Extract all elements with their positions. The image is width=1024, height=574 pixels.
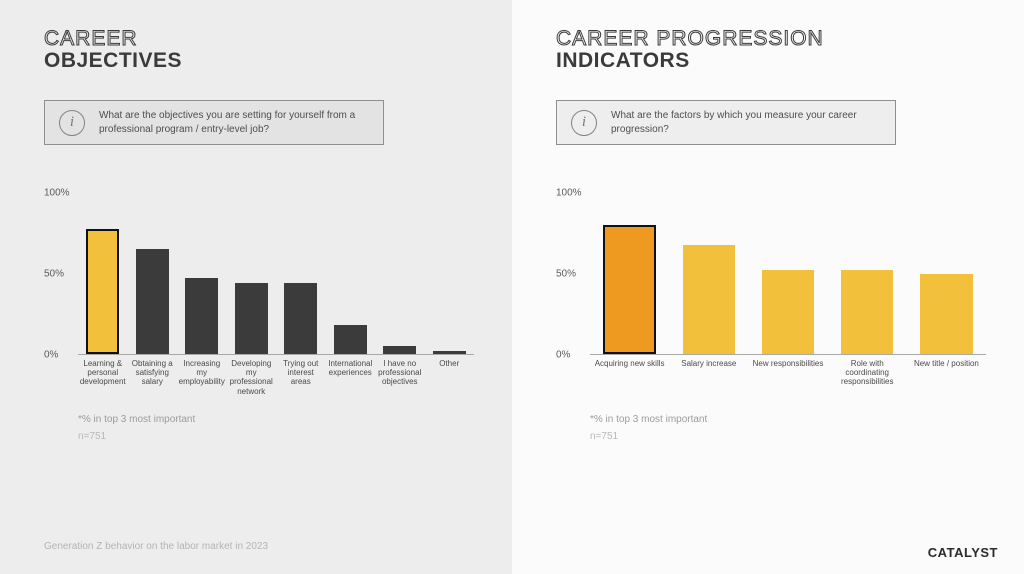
x-label: Trying out interest areas (276, 359, 326, 396)
panel-career-progression: CAREER PROGRESSION INDICATORS i What are… (512, 0, 1024, 574)
ncount-right: n=751 (590, 431, 988, 442)
x-label: Role with coordinating responsibilities (828, 359, 907, 387)
bar (136, 249, 169, 354)
x-label: Learning & personal development (78, 359, 128, 396)
title-line1-right: CAREER PROGRESSION (556, 28, 988, 50)
bar-slot (907, 193, 986, 354)
chart-right: 0% 50% 100% Acquiring new skillsSalary incr… (556, 185, 986, 400)
bar (920, 274, 972, 355)
footnote-right: *% in top 3 most important (590, 414, 988, 425)
x-label: I have no professional objectives (375, 359, 425, 396)
page: CAREER OBJECTIVES i What are the objecti… (0, 0, 1024, 574)
x-label: Increasing my employability (177, 359, 227, 396)
question-text-right: What are the factors by which you measur… (611, 109, 881, 136)
x-label: Other (425, 359, 475, 396)
y-tick-label: 0% (44, 350, 58, 361)
title-line2-right: INDICATORS (556, 50, 988, 72)
x-label: International experiences (326, 359, 376, 396)
title-line1-left: CAREER (44, 28, 476, 50)
info-icon: i (571, 110, 597, 136)
x-label: Obtaining a satisfying salary (128, 359, 178, 396)
bar-slot (177, 193, 227, 354)
x-labels-row: Acquiring new skillsSalary increaseNew r… (590, 359, 986, 387)
x-label: New responsibilities (748, 359, 827, 387)
bars-row (590, 193, 986, 354)
question-text-left: What are the objectives you are setting … (99, 109, 369, 136)
panel-career-objectives: CAREER OBJECTIVES i What are the objecti… (0, 0, 512, 574)
info-icon: i (59, 110, 85, 136)
title-line2-left: OBJECTIVES (44, 50, 476, 72)
bars-row (78, 193, 474, 354)
ncount-left: n=751 (78, 431, 476, 442)
plot-area (590, 193, 986, 355)
bar-slot (276, 193, 326, 354)
plot-area (78, 193, 474, 355)
bar (334, 325, 367, 354)
y-tick-label: 100% (556, 188, 582, 199)
bar-slot (828, 193, 907, 354)
bar-slot (128, 193, 178, 354)
bar-slot (590, 193, 669, 354)
bar-slot (326, 193, 376, 354)
bar (235, 283, 268, 354)
x-labels-row: Learning & personal developmentObtaining… (78, 359, 474, 396)
bar (683, 245, 735, 354)
x-label: New title / position (907, 359, 986, 387)
brand-logo: CATALYST (928, 545, 998, 560)
bar (185, 278, 218, 354)
question-box-right: i What are the factors by which you meas… (556, 100, 896, 145)
x-label: Acquiring new skills (590, 359, 669, 387)
bar-slot (227, 193, 277, 354)
bar-slot (748, 193, 827, 354)
bar (841, 270, 893, 354)
bar (433, 351, 466, 354)
chart-left: 0% 50% 100% Learning & personal development… (44, 185, 474, 400)
y-tick-label: 0% (556, 350, 570, 361)
bar-slot (78, 193, 128, 354)
bar (383, 346, 416, 354)
y-tick-label: 100% (44, 188, 70, 199)
y-tick-label: 50% (556, 269, 576, 280)
bar-slot (669, 193, 748, 354)
bar-slot (425, 193, 475, 354)
bar (603, 225, 655, 354)
bar (86, 229, 119, 355)
bar-slot (375, 193, 425, 354)
bar (762, 270, 814, 354)
bar (284, 283, 317, 354)
source-line: Generation Z behavior on the labor marke… (44, 541, 268, 552)
title-block-left: CAREER OBJECTIVES (44, 28, 476, 72)
x-label: Salary increase (669, 359, 748, 387)
title-block-right: CAREER PROGRESSION INDICATORS (556, 28, 988, 72)
x-label: Developing my professional network (227, 359, 277, 396)
question-box-left: i What are the objectives you are settin… (44, 100, 384, 145)
y-tick-label: 50% (44, 269, 64, 280)
footnote-left: *% in top 3 most important (78, 414, 476, 425)
